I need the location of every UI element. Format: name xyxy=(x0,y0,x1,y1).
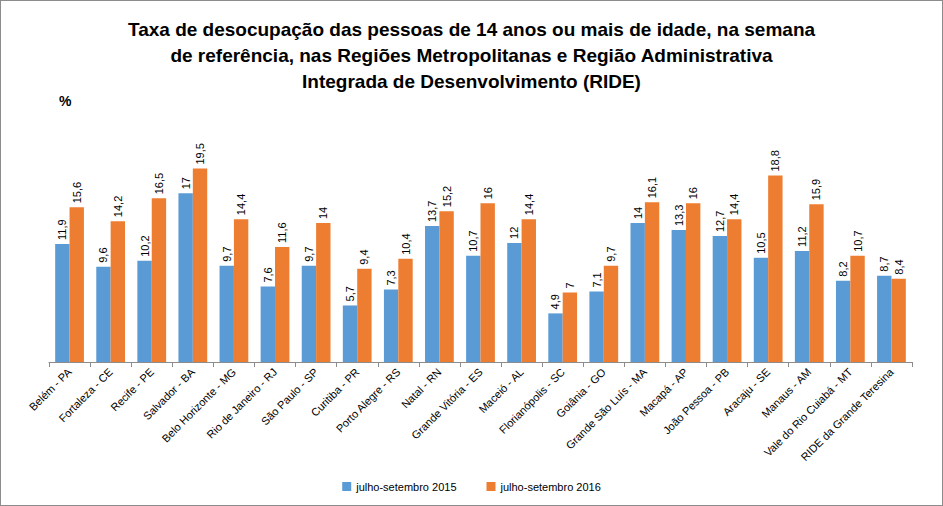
svg-text:7,6: 7,6 xyxy=(262,267,274,282)
svg-text:Curitiba - PR: Curitiba - PR xyxy=(308,365,362,419)
svg-text:16: 16 xyxy=(687,187,699,199)
svg-text:15,9: 15,9 xyxy=(810,179,822,200)
svg-text:14,4: 14,4 xyxy=(235,194,247,215)
svg-text:12,7: 12,7 xyxy=(714,211,726,232)
svg-text:9,4: 9,4 xyxy=(358,249,370,264)
svg-text:RIDE da Grande Teresina: RIDE da Grande Teresina xyxy=(798,365,896,463)
svg-text:Aracaju - SE: Aracaju - SE xyxy=(720,365,773,418)
svg-text:18,8: 18,8 xyxy=(769,150,781,171)
svg-text:16,5: 16,5 xyxy=(153,173,165,194)
svg-text:10,7: 10,7 xyxy=(852,230,864,251)
svg-text:julho-setembro 2015: julho-setembro 2015 xyxy=(355,481,456,493)
svg-text:14,4: 14,4 xyxy=(523,194,535,215)
svg-text:11,2: 11,2 xyxy=(796,226,808,247)
svg-text:8,7: 8,7 xyxy=(878,256,890,271)
svg-text:7: 7 xyxy=(564,282,576,288)
svg-text:São Paulo - SP: São Paulo - SP xyxy=(259,366,321,428)
svg-text:9,7: 9,7 xyxy=(605,246,617,261)
svg-text:14,2: 14,2 xyxy=(112,196,124,217)
svg-text:15,6: 15,6 xyxy=(71,182,83,203)
svg-text:10,5: 10,5 xyxy=(755,232,767,253)
svg-text:10,7: 10,7 xyxy=(467,230,479,251)
svg-text:12: 12 xyxy=(508,227,520,239)
svg-text:de referência, nas Regiões Met: de referência, nas Regiões Metropolitana… xyxy=(170,45,773,66)
svg-text:Grande São Luís - MA: Grande São Luís - MA xyxy=(563,365,649,451)
svg-text:10,2: 10,2 xyxy=(139,235,151,256)
svg-text:11,6: 11,6 xyxy=(276,222,288,243)
svg-text:Integrada de Desenvolvimento (: Integrada de Desenvolvimento (RIDE) xyxy=(302,71,641,92)
svg-text:17: 17 xyxy=(180,177,192,189)
svg-text:Taxa de desocupação das pessoa: Taxa de desocupação das pessoas de 14 an… xyxy=(128,19,816,40)
svg-text:19,5: 19,5 xyxy=(194,143,206,164)
svg-text:10,4: 10,4 xyxy=(400,233,412,254)
svg-text:%: % xyxy=(59,93,72,109)
svg-text:Fortaleza - CE: Fortaleza - CE xyxy=(56,366,115,425)
svg-text:julho-setembro 2016: julho-setembro 2016 xyxy=(500,481,601,493)
svg-text:Florianópolis - SC: Florianópolis - SC xyxy=(497,366,567,436)
svg-text:Recife - PE: Recife - PE xyxy=(108,365,156,414)
svg-text:14,4: 14,4 xyxy=(728,194,740,215)
svg-text:7,3: 7,3 xyxy=(385,270,397,285)
svg-text:9,7: 9,7 xyxy=(303,246,315,261)
svg-text:Goiânia - GO: Goiânia - GO xyxy=(553,365,608,420)
svg-text:Vale do Rio Cuiabá - MT: Vale do Rio Cuiabá - MT xyxy=(761,365,855,459)
svg-text:8,4: 8,4 xyxy=(893,259,905,274)
svg-text:8,2: 8,2 xyxy=(837,261,849,276)
svg-text:9,7: 9,7 xyxy=(221,246,233,261)
svg-text:16: 16 xyxy=(482,187,494,199)
svg-text:15,2: 15,2 xyxy=(441,186,453,207)
svg-text:4,9: 4,9 xyxy=(549,294,561,309)
svg-text:7,1: 7,1 xyxy=(591,272,603,287)
svg-text:Manaus - AM: Manaus - AM xyxy=(759,365,814,420)
svg-text:14: 14 xyxy=(317,207,329,219)
svg-text:Macapá - AP: Macapá - AP xyxy=(637,365,691,419)
svg-text:Belém - PA: Belém - PA xyxy=(26,365,74,413)
svg-text:9,6: 9,6 xyxy=(97,247,109,262)
svg-text:Natal - RN: Natal - RN xyxy=(398,365,444,411)
svg-text:11,9: 11,9 xyxy=(56,219,68,240)
svg-text:Porto Alegre - RS: Porto Alegre - RS xyxy=(334,366,403,435)
svg-text:5,7: 5,7 xyxy=(344,286,356,301)
svg-text:Belo Horizonte - MG: Belo Horizonte - MG xyxy=(159,366,238,445)
svg-text:Grande Vitória - ES: Grande Vitória - ES xyxy=(409,366,485,442)
svg-text:João Pessoa - PB: João Pessoa - PB xyxy=(661,366,732,437)
svg-text:13,3: 13,3 xyxy=(673,205,685,226)
svg-text:16,1: 16,1 xyxy=(646,177,658,198)
svg-text:Salvador - BA: Salvador - BA xyxy=(140,365,198,423)
svg-text:Rio de Janeiro - RJ: Rio de Janeiro - RJ xyxy=(204,366,279,441)
svg-text:14: 14 xyxy=(632,207,644,219)
svg-text:13,7: 13,7 xyxy=(426,201,438,222)
svg-text:Maceió - AL: Maceió - AL xyxy=(476,365,526,416)
